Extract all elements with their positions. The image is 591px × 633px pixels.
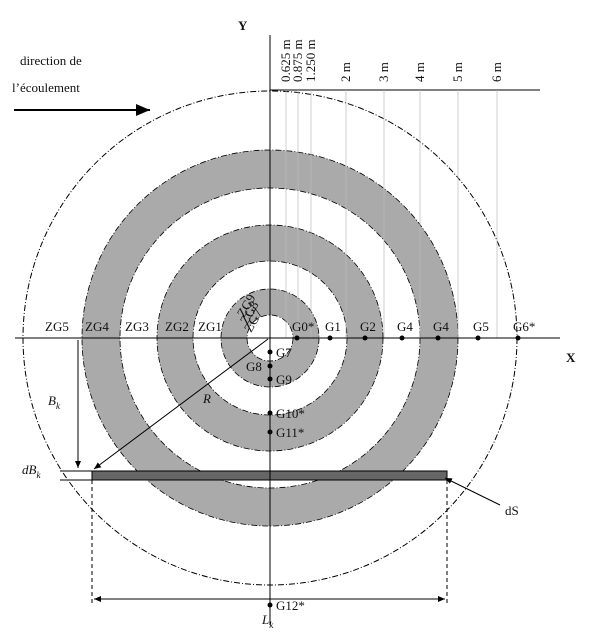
r-label: R [202, 391, 211, 406]
gauge-point [267, 410, 273, 416]
distance-label: 2 m [338, 62, 353, 82]
gauge-label: G4 [397, 319, 413, 334]
distance-label: 4 m [412, 62, 427, 82]
gauge-label: G6* [513, 319, 535, 334]
distance-label: 0.625 m [278, 39, 293, 82]
gauge-point [362, 335, 368, 341]
gauge-point [267, 349, 273, 355]
gauge-point [267, 429, 273, 435]
lk-label: Lk [261, 612, 274, 630]
distance-label: 6 m [489, 62, 504, 82]
gauge-point [327, 335, 333, 341]
zone-label: ZG3 [125, 319, 149, 334]
bk-label: Bk [48, 393, 61, 411]
gauge-point [515, 335, 521, 341]
distance-label: 1.250 m [303, 39, 318, 82]
distance-label: 5 m [450, 62, 465, 82]
zone-label: ZG5 [45, 319, 69, 334]
gauge-label: G8 [246, 359, 262, 374]
gauge-point [267, 363, 273, 369]
gauge-point [435, 335, 441, 341]
gauge-point [294, 335, 300, 341]
distance-label: 0.875 m [290, 39, 305, 82]
gauge-label: G5 [473, 319, 489, 334]
ds-leader [444, 477, 501, 506]
gauge-label: G10* [276, 406, 305, 421]
gauge-label: G1 [325, 319, 341, 334]
gauge-label: G7 [276, 345, 292, 360]
gauge-label: G2 [360, 319, 376, 334]
zone-label: ZG1 [198, 319, 222, 334]
distance-scale: 0.625 m0.875 m1.250 m 2 m 3 m 4 m 5 m 6 m [270, 39, 540, 338]
distance-label: 3 m [376, 62, 391, 82]
gauge-point [267, 376, 273, 382]
zone-label: ZG4 [85, 319, 109, 334]
x-label: X [566, 350, 576, 365]
gauge-point [399, 335, 405, 341]
gauge-point [475, 335, 481, 341]
gauge-label: G12* [276, 598, 305, 613]
zone-label: ZG2 [165, 319, 189, 334]
gauge-label: G4 [433, 319, 449, 334]
gauge-point [267, 602, 273, 608]
dbk-label: dBk [22, 462, 41, 480]
gauge-label: G11* [276, 425, 304, 440]
flow-text: l’écoulement [12, 80, 80, 95]
gauge-label: G0* [292, 319, 314, 334]
y-label: Y [238, 18, 248, 33]
gauge-label: G9 [276, 372, 292, 387]
ds-label: dS [505, 503, 519, 518]
r-arrow [93, 338, 269, 470]
flow-text: direction de [20, 53, 82, 68]
